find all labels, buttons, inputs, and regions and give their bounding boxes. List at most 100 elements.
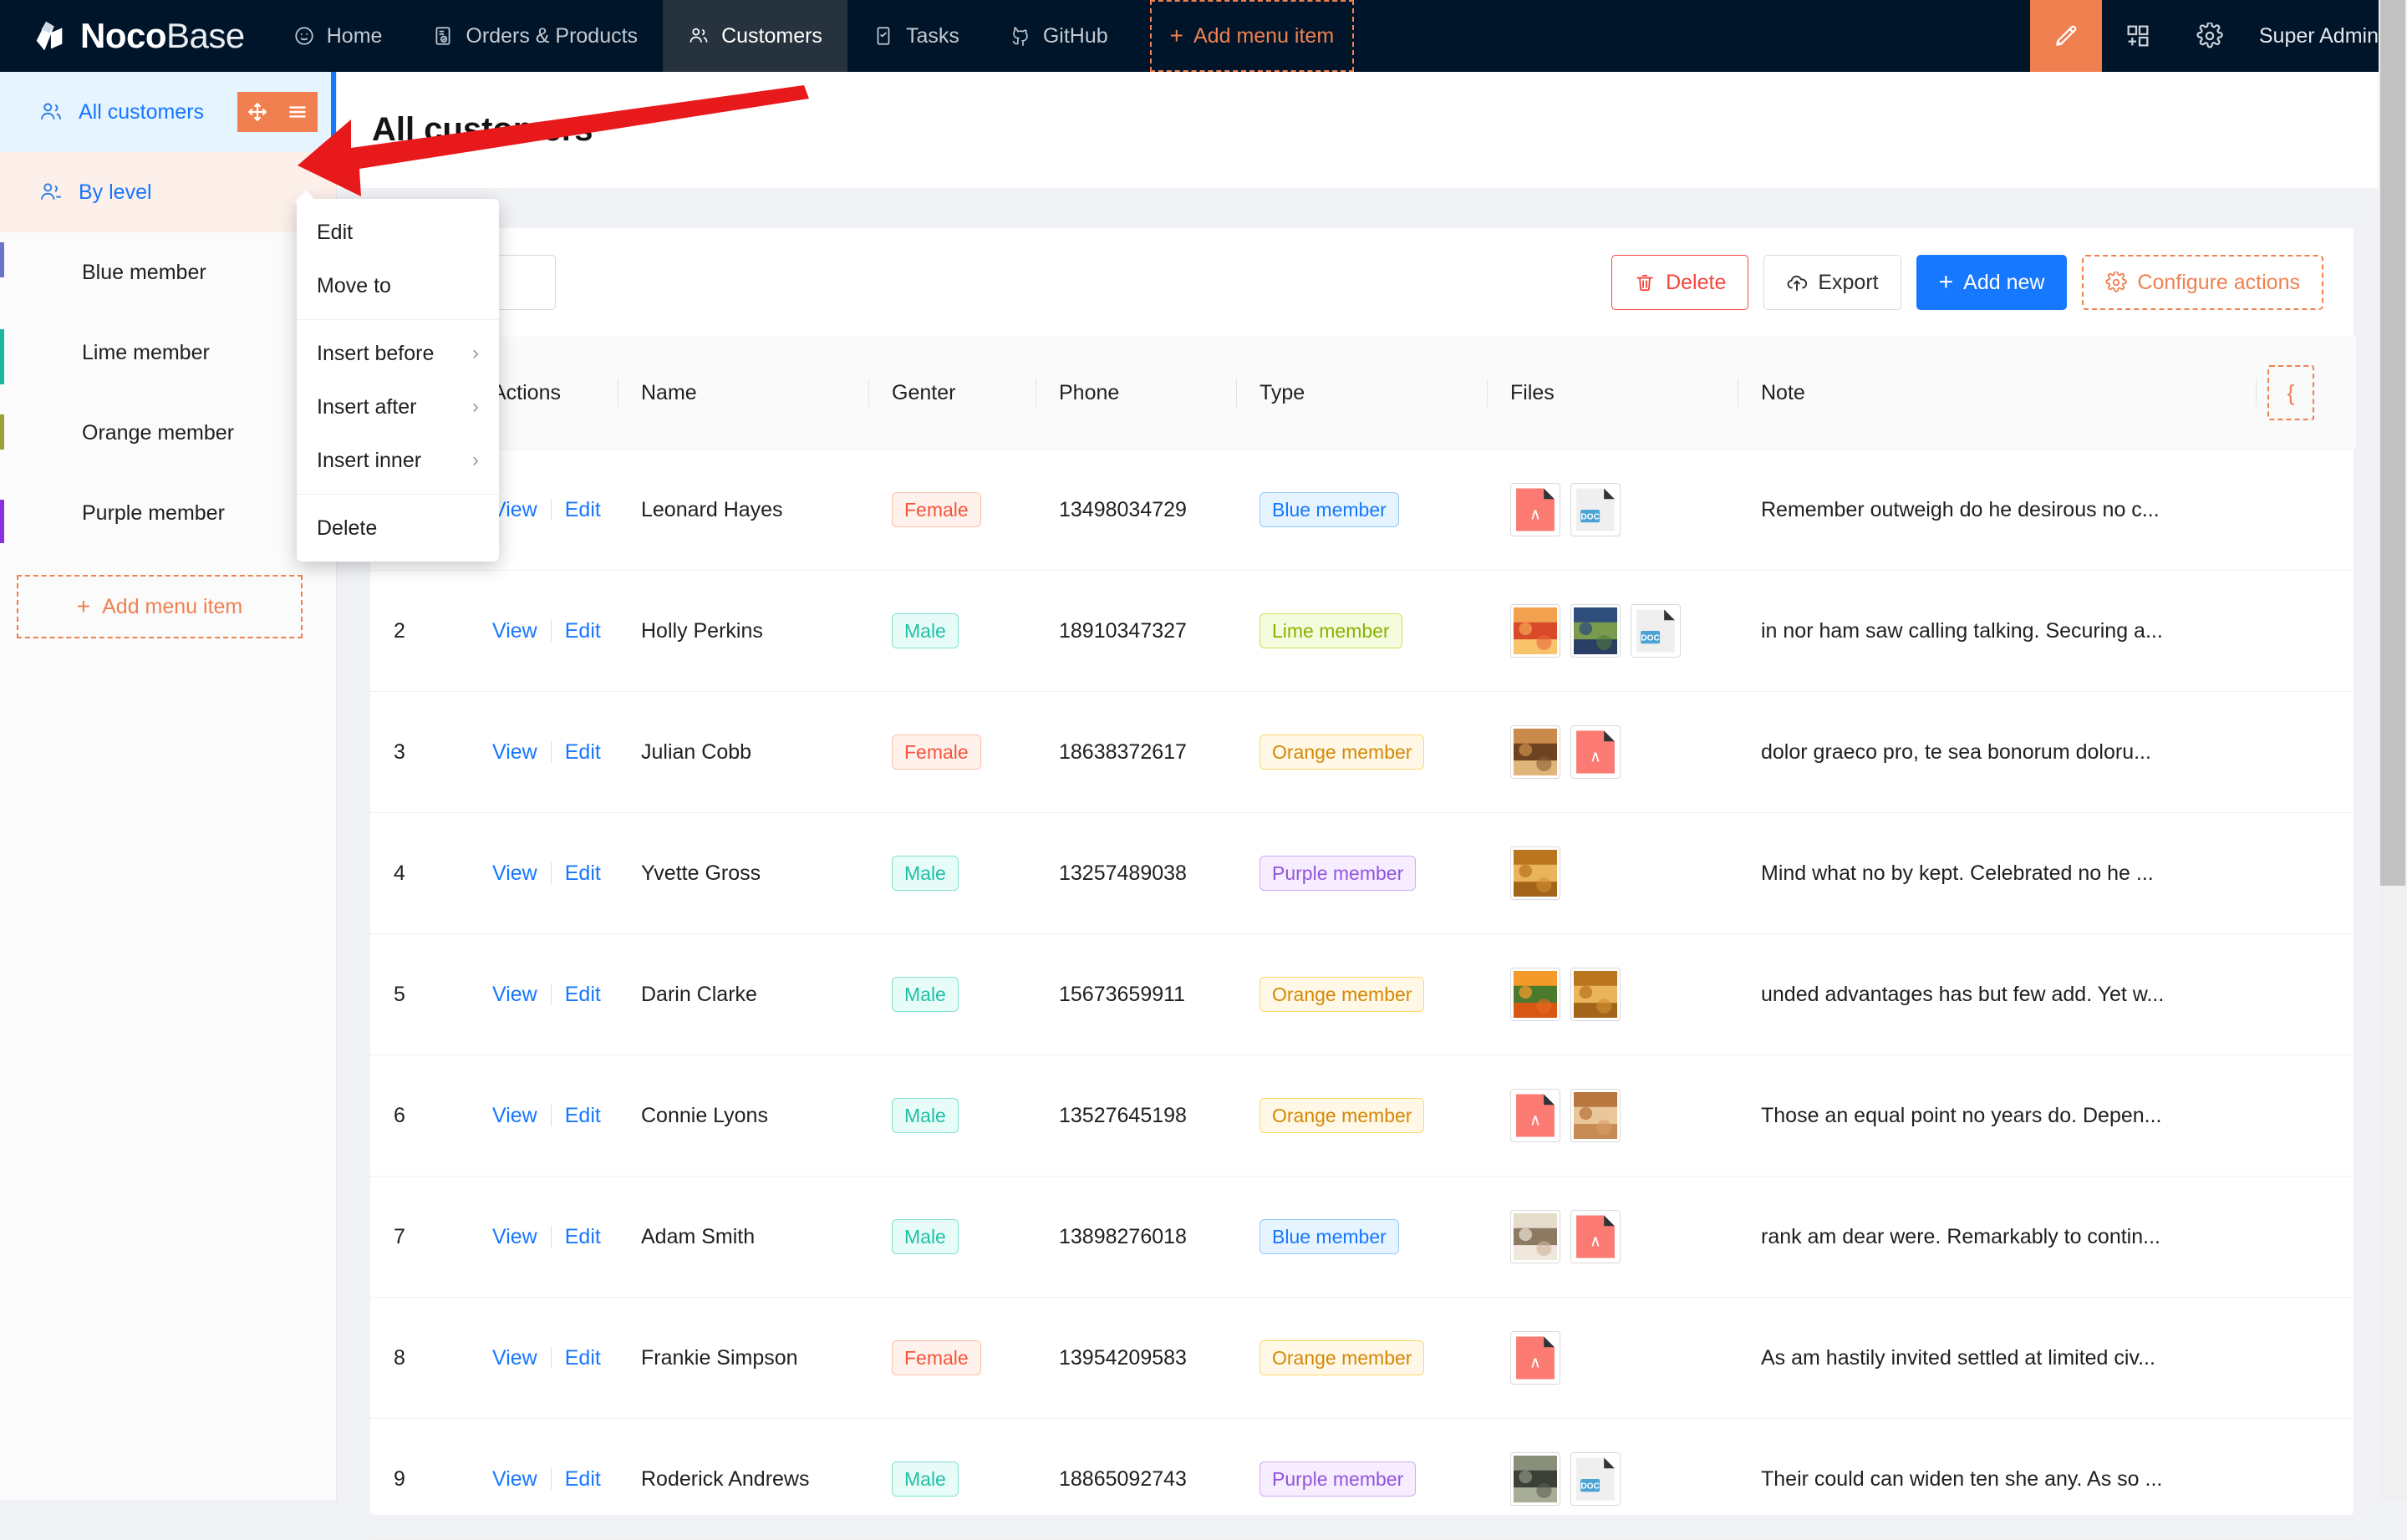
action-divider <box>550 983 552 1005</box>
row-view-link[interactable]: View <box>492 1345 537 1370</box>
cell-spacer <box>2256 449 2356 571</box>
row-view-link[interactable]: View <box>492 861 537 885</box>
context-menu-item-insert-after[interactable]: Insert after › <box>297 380 499 434</box>
export-button[interactable]: Export <box>1763 255 1901 310</box>
file-thumbnail[interactable]: ∧ <box>1510 483 1560 536</box>
sidebar-item-orange-member[interactable]: Orange member <box>0 393 336 473</box>
table-row[interactable]: 3 View Edit Julian Cobb Female 18638372617 Ora… <box>370 691 2356 813</box>
configure-actions-button[interactable]: Configure actions <box>2082 255 2323 310</box>
nav-item-orders-products[interactable]: Orders & Products <box>407 0 663 72</box>
drag-move-icon <box>247 101 268 123</box>
ui-designer-toggle-button[interactable] <box>2029 0 2102 72</box>
table-row[interactable]: 2 View Edit Holly Perkins Male 18910347327 Lim… <box>370 570 2356 692</box>
row-index-value: 3 <box>394 740 405 764</box>
row-view-link[interactable]: View <box>492 618 537 643</box>
chevron-right-icon: › <box>472 342 479 364</box>
cell-files: ∧ <box>1487 1055 1738 1177</box>
drag-move-handle[interactable] <box>237 92 277 132</box>
row-edit-link[interactable]: Edit <box>564 618 601 643</box>
nav-item-github[interactable]: GitHub <box>985 0 1133 72</box>
nav-item-home[interactable]: Home <box>268 0 408 72</box>
add-menu-item-button-header[interactable]: + Add menu item <box>1149 0 1355 72</box>
table-row[interactable]: View Edit Leonard Hayes Female 13498034729 Bl… <box>370 449 2356 571</box>
file-thumbnail[interactable] <box>1510 1210 1560 1263</box>
row-edit-link[interactable]: Edit <box>564 1345 601 1370</box>
file-thumbnail[interactable] <box>1570 968 1621 1021</box>
cell-row-index: 8 <box>370 1297 469 1419</box>
page-scrollbar-track[interactable] <box>2379 0 2407 1500</box>
file-thumbnail[interactable]: DOC <box>1631 604 1681 658</box>
configure-columns-button[interactable]: { <box>2267 365 2314 420</box>
row-edit-link[interactable]: Edit <box>564 982 601 1006</box>
nav-item-customers[interactable]: Customers <box>663 0 847 72</box>
file-thumbnail[interactable]: ∧ <box>1570 1210 1621 1263</box>
row-action-links: View Edit <box>492 861 618 886</box>
table-row[interactable]: 6 View Edit Connie Lyons Male 13527645198 Oran… <box>370 1055 2356 1177</box>
cell-note: unded advantages has but few add. Yet w.… <box>1738 933 2256 1055</box>
context-menu-item-move-to[interactable]: Move to <box>297 259 499 313</box>
action-divider <box>550 1105 552 1126</box>
row-edit-link[interactable]: Edit <box>564 861 601 885</box>
file-thumbnail[interactable] <box>1570 604 1621 658</box>
file-thumbnail[interactable] <box>1510 968 1560 1021</box>
column-header-files[interactable]: Files <box>1487 337 1738 450</box>
svg-text:DOC: DOC <box>1580 1482 1600 1491</box>
delete-button[interactable]: Delete <box>1611 255 1749 310</box>
row-edit-link[interactable]: Edit <box>564 1224 601 1248</box>
file-thumbnail[interactable] <box>1510 604 1560 658</box>
context-menu-item-edit[interactable]: Edit <box>297 206 499 259</box>
settings-gear-button[interactable] <box>2174 0 2246 72</box>
context-menu-item-insert-inner[interactable]: Insert inner › <box>297 434 499 487</box>
nav-item-tasks[interactable]: Tasks <box>847 0 985 72</box>
sidebar-item-menu-button[interactable] <box>277 92 318 132</box>
row-action-links: View Edit <box>492 1104 618 1128</box>
row-view-link[interactable]: View <box>492 497 537 521</box>
plugin-manager-button[interactable] <box>2102 0 2174 72</box>
row-edit-link[interactable]: Edit <box>564 497 601 521</box>
context-menu-item-label: Insert after <box>317 394 417 419</box>
sidebar-item-purple-member[interactable]: Purple member <box>0 473 336 553</box>
table-row[interactable]: 9 View Edit Roderick Andrews Male 18865092743… <box>370 1418 2356 1540</box>
brand-logo-area[interactable]: NocoBase <box>0 0 268 72</box>
context-menu-item-insert-before[interactable]: Insert before › <box>297 327 499 380</box>
table-row[interactable]: 4 View Edit Yvette Gross Male 13257489038 Purp… <box>370 812 2356 934</box>
file-thumbnail[interactable] <box>1510 725 1560 779</box>
team-switch-icon <box>38 180 64 205</box>
row-edit-link[interactable]: Edit <box>564 740 601 764</box>
table-row[interactable]: 8 View Edit Frankie Simpson Female 1395420958… <box>370 1297 2356 1419</box>
sidebar-item-by-level[interactable]: By level <box>0 152 336 232</box>
current-user-name[interactable]: Super Admin <box>2258 23 2379 48</box>
row-edit-link[interactable]: Edit <box>564 1103 601 1127</box>
column-header-type[interactable]: Type <box>1236 337 1487 450</box>
file-thumbnail[interactable] <box>1510 1452 1560 1506</box>
file-thumbnail[interactable]: DOC <box>1570 483 1621 536</box>
file-thumbnail[interactable]: ∧ <box>1510 1089 1560 1142</box>
page-scrollbar-thumb[interactable] <box>2380 0 2405 886</box>
table-row[interactable]: 7 View Edit Adam Smith Male 13898276018 Blue m… <box>370 1176 2356 1298</box>
row-view-link[interactable]: View <box>492 1224 537 1248</box>
cell-genter: Female <box>868 691 1036 813</box>
cell-actions: View Edit <box>469 691 618 813</box>
file-thumbnail[interactable] <box>1510 846 1560 900</box>
row-view-link[interactable]: View <box>492 1466 537 1491</box>
sidebar-item-blue-member[interactable]: Blue member <box>0 232 336 313</box>
column-header-note[interactable]: Note <box>1738 337 2256 450</box>
column-header-phone[interactable]: Phone <box>1036 337 1236 450</box>
file-thumbnail[interactable] <box>1570 1089 1621 1142</box>
cell-files: ∧ DOC <box>1487 449 1738 571</box>
row-edit-link[interactable]: Edit <box>564 1466 601 1491</box>
table-row[interactable]: 5 View Edit Darin Clarke Male 15673659911 Oran… <box>370 933 2356 1055</box>
row-view-link[interactable]: View <box>492 740 537 764</box>
row-view-link[interactable]: View <box>492 1103 537 1127</box>
add-new-button[interactable]: + Add new <box>1916 255 2068 310</box>
column-header-name[interactable]: Name <box>618 337 868 450</box>
file-thumbnail[interactable]: DOC <box>1570 1452 1621 1506</box>
column-header-genter[interactable]: Genter <box>868 337 1036 450</box>
context-menu-item-delete[interactable]: Delete <box>297 501 499 555</box>
file-thumbnail[interactable]: ∧ <box>1510 1331 1560 1385</box>
svg-text:DOC: DOC <box>1580 512 1600 521</box>
file-thumbnail[interactable]: ∧ <box>1570 725 1621 779</box>
add-menu-item-button-sidebar[interactable]: + Add menu item <box>17 575 303 638</box>
row-view-link[interactable]: View <box>492 982 537 1006</box>
sidebar-item-lime-member[interactable]: Lime member <box>0 313 336 393</box>
